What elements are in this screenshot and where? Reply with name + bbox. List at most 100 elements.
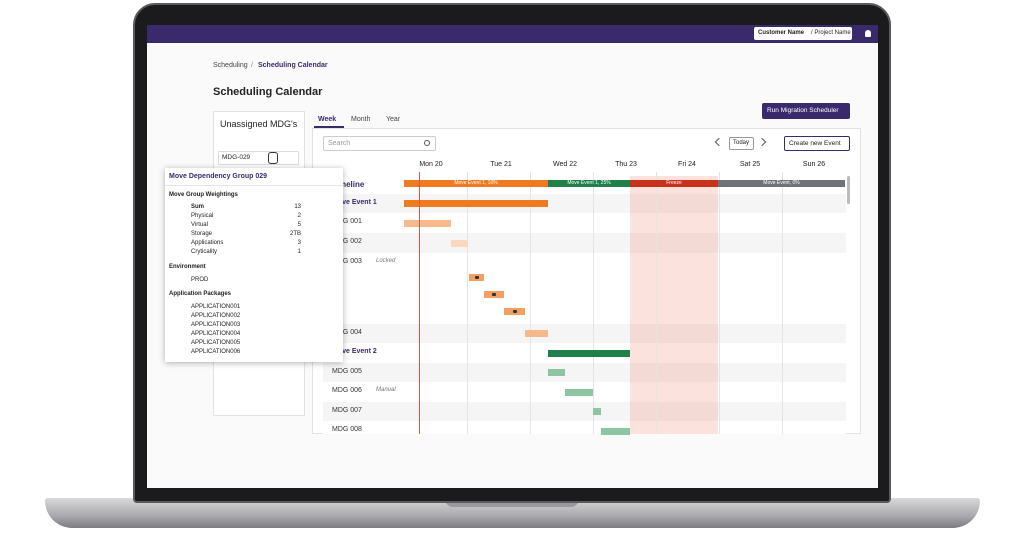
day-header: Fri 24 [678,161,696,168]
weighting-value: 13 [294,204,301,210]
account-box[interactable] [754,27,852,40]
day-header: Thu 23 [615,161,637,168]
weighting-name: Storage [191,231,213,237]
freeze-shade [630,176,718,434]
column-line [782,172,783,434]
tooltip [165,168,343,362]
mdg-item-label: MDG-029 [222,154,251,161]
timeline-phase-label: Freeze [666,180,682,186]
timeline-phase [404,180,548,187]
timeline-phase-label: Move Event 1, 25% [567,180,611,186]
weighting-value: 2 [297,213,301,219]
top-bar [147,25,878,43]
row-label: MDG 001 [332,218,362,225]
account-name: Customer Name [758,30,805,36]
row-note: Manual [376,387,396,393]
tooltip-section: Application Packages [169,291,232,297]
package-name: APPLICATION003 [191,322,241,328]
gantt-bar [404,200,548,207]
row-label: MDG 003 [332,258,362,265]
create-label: Create new Event [789,140,841,147]
weighting-value: 1 [297,249,301,255]
bell-icon [865,30,871,37]
run-button[interactable] [762,103,850,119]
tab[interactable]: Week [318,116,337,123]
search-box[interactable] [323,136,436,151]
mdg-item[interactable] [218,151,299,165]
day-header: Wed 22 [553,161,577,168]
gantt-bar [404,220,451,227]
row-stripe [323,213,846,233]
gantt-bar [601,428,630,435]
row-stripe [323,324,846,343]
timeline-phase-label: Move Event, 0% [763,180,800,186]
row-stripe [323,194,846,213]
column-line [593,172,594,434]
row-label: Move Event 1 [332,199,377,206]
lock-icon [512,310,517,313]
column-line [530,172,531,434]
weighting-name: Physical [191,213,214,219]
weighting-value: 2TB [289,231,301,237]
row-note: Locked [376,258,396,264]
tab[interactable]: Month [351,116,371,123]
row-label: MDG 007 [332,407,362,414]
breadcrumb-separator: / [251,62,253,69]
day-header: Sat 25 [739,161,761,168]
tooltip-divider [165,185,343,186]
search-icon [424,140,430,146]
today-line [419,172,420,434]
gantt-bar [451,240,468,247]
package-name: APPLICATION001 [191,304,241,310]
timeline-phase [630,180,718,187]
today-label: Today [733,140,750,146]
project-name: / Project Name [811,30,851,36]
column-line [467,172,468,434]
breadcrumb-parent: Scheduling [213,62,248,69]
hand-cursor [268,152,278,164]
row-label: Move Event 2 [332,348,377,355]
package-name: APPLICATION002 [191,313,241,319]
create-button[interactable] [784,136,850,151]
environment-value: PROD [191,277,209,283]
gantt-bar [548,350,630,357]
weighting-name: Applications [191,240,224,246]
breadcrumb-current[interactable]: Scheduling Calendar [258,62,328,69]
tab-underline [314,126,344,128]
row-stripe [323,402,846,421]
day-header: Sun 26 [802,161,826,168]
gantt-bar [525,330,548,337]
gantt-bar [548,369,565,376]
row-label: MDG 008 [332,426,362,433]
tooltip-section: Move Group Weightings [169,192,238,198]
row-label: MDG 004 [332,329,362,336]
tooltip-title: Move Dependency Group 029 [169,173,268,180]
row-stripe [323,363,846,382]
package-name: APPLICATION004 [191,331,241,337]
timeline-phase [718,180,845,187]
sidebar-title: Unassigned MDG's [220,119,298,129]
lock-icon [492,293,496,296]
row-stripe [323,253,846,324]
weighting-value: 3 [297,240,301,246]
row-label: MDG 002 [332,238,362,245]
scrollbar [847,176,850,204]
search-placeholder: Search [328,140,351,147]
row-stripe [323,421,846,434]
weighting-name: Sum [191,204,205,210]
screen: Customer Name / Project Name Scheduling / Sc… [147,25,878,488]
weighting-name: Virtual [191,222,208,228]
package-name: APPLICATION006 [191,349,241,355]
row-label: MDG 005 [332,368,362,375]
column-line [719,172,720,434]
gantt-bar [565,389,593,396]
timeline-phase-label: Move Event 1, 10% [454,180,498,186]
timeline-phase [548,180,630,187]
tooltip-section: Environment [169,264,206,270]
today-button[interactable] [729,137,754,150]
row-stripe [323,233,846,253]
row-label: MDG 006 [332,387,362,394]
day-header: Tue 21 [490,161,512,168]
tab[interactable]: Year [386,116,401,123]
